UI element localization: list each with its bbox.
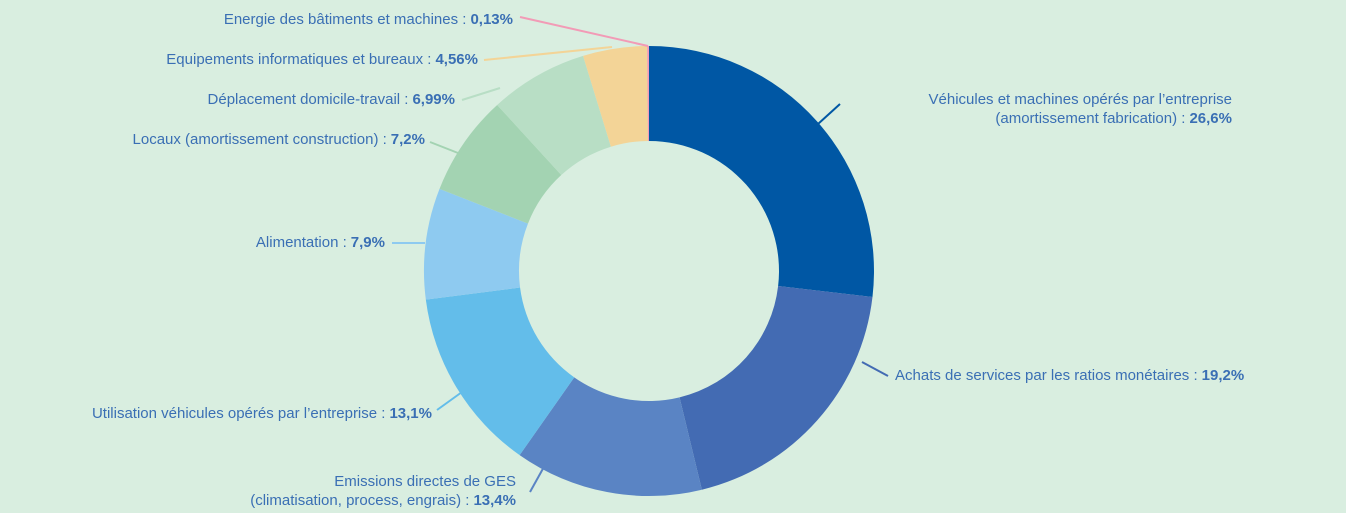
label-line: Emissions directes de GES (334, 473, 516, 490)
slice-label: Locaux (amortissement construction) :7,2… (133, 131, 425, 148)
category-label: Equipements informatiques et bureaux : (166, 51, 431, 68)
category-label: Déplacement domicile-travail : (208, 91, 409, 108)
donut-slice (497, 55, 611, 176)
label-line: Utilisation véhicules opérés par l’entre… (92, 405, 385, 422)
category-label: Alimentation : (256, 234, 347, 251)
slice-label: Achats de services par les ratios monéta… (895, 367, 1244, 384)
value-label: 6,99% (412, 91, 455, 108)
slice-label: Véhicules et machines opérés par l’entre… (929, 91, 1233, 127)
donut-slice (519, 377, 702, 496)
label-line: Déplacement domicile-travail : (208, 91, 409, 108)
value-label: 19,2% (1202, 367, 1245, 384)
label-line: Achats de services par les ratios monéta… (895, 367, 1198, 384)
label-line: Energie des bâtiments et machines : (224, 11, 467, 28)
label-line: Equipements informatiques et bureaux : (166, 51, 431, 68)
leader-line (461, 87, 501, 101)
category-label: Emissions directes de GES (climatisation,… (250, 473, 516, 509)
leader-line (817, 103, 841, 125)
category-label: Energie des bâtiments et machines : (224, 11, 467, 28)
leader-line (429, 141, 459, 154)
value-label: 4,56% (435, 51, 478, 68)
donut-slice (439, 104, 562, 224)
label-line: (climatisation, process, engrais) : (250, 492, 469, 509)
label-line: Véhicules et machines opérés par l’entre… (929, 91, 1233, 108)
category-label: Locaux (amortissement construction) : (133, 131, 387, 148)
donut-slice (424, 188, 528, 300)
slice-label: Alimentation :7,9% (256, 234, 385, 251)
slice-label: Emissions directes de GES (climatisation,… (250, 473, 516, 509)
donut-slice (647, 46, 649, 142)
category-label: Utilisation véhicules opérés par l’entre… (92, 405, 385, 422)
donut-slice (679, 286, 873, 490)
slice-label: Déplacement domicile-travail :6,99% (208, 91, 455, 108)
leader-line (861, 361, 889, 377)
label-line: Locaux (amortissement construction) : (133, 131, 387, 148)
value-label: 7,9% (351, 234, 385, 251)
leader-line (519, 16, 649, 47)
value-label: 13,1% (389, 405, 432, 422)
category-label: Achats de services par les ratios monéta… (895, 367, 1198, 384)
value-label: 0,13% (470, 11, 513, 28)
donut-slice (583, 46, 648, 147)
slice-label: Utilisation véhicules opérés par l’entre… (92, 405, 432, 422)
value-label: 13,4% (473, 492, 516, 509)
label-line: (amortissement fabrication) : (995, 110, 1185, 127)
donut-slice (425, 287, 575, 456)
value-label: 7,2% (391, 131, 425, 148)
category-label: Véhicules et machines opérés par l’entre… (929, 91, 1233, 127)
label-line: Alimentation : (256, 234, 347, 251)
donut-slice (649, 46, 874, 298)
value-label: 26,6% (1189, 110, 1232, 127)
slice-label: Equipements informatiques et bureaux :4,… (166, 51, 478, 68)
slice-label: Energie des bâtiments et machines :0,13% (224, 11, 513, 28)
leader-line (529, 464, 546, 493)
leader-line (436, 391, 463, 411)
leader-line (483, 46, 613, 61)
